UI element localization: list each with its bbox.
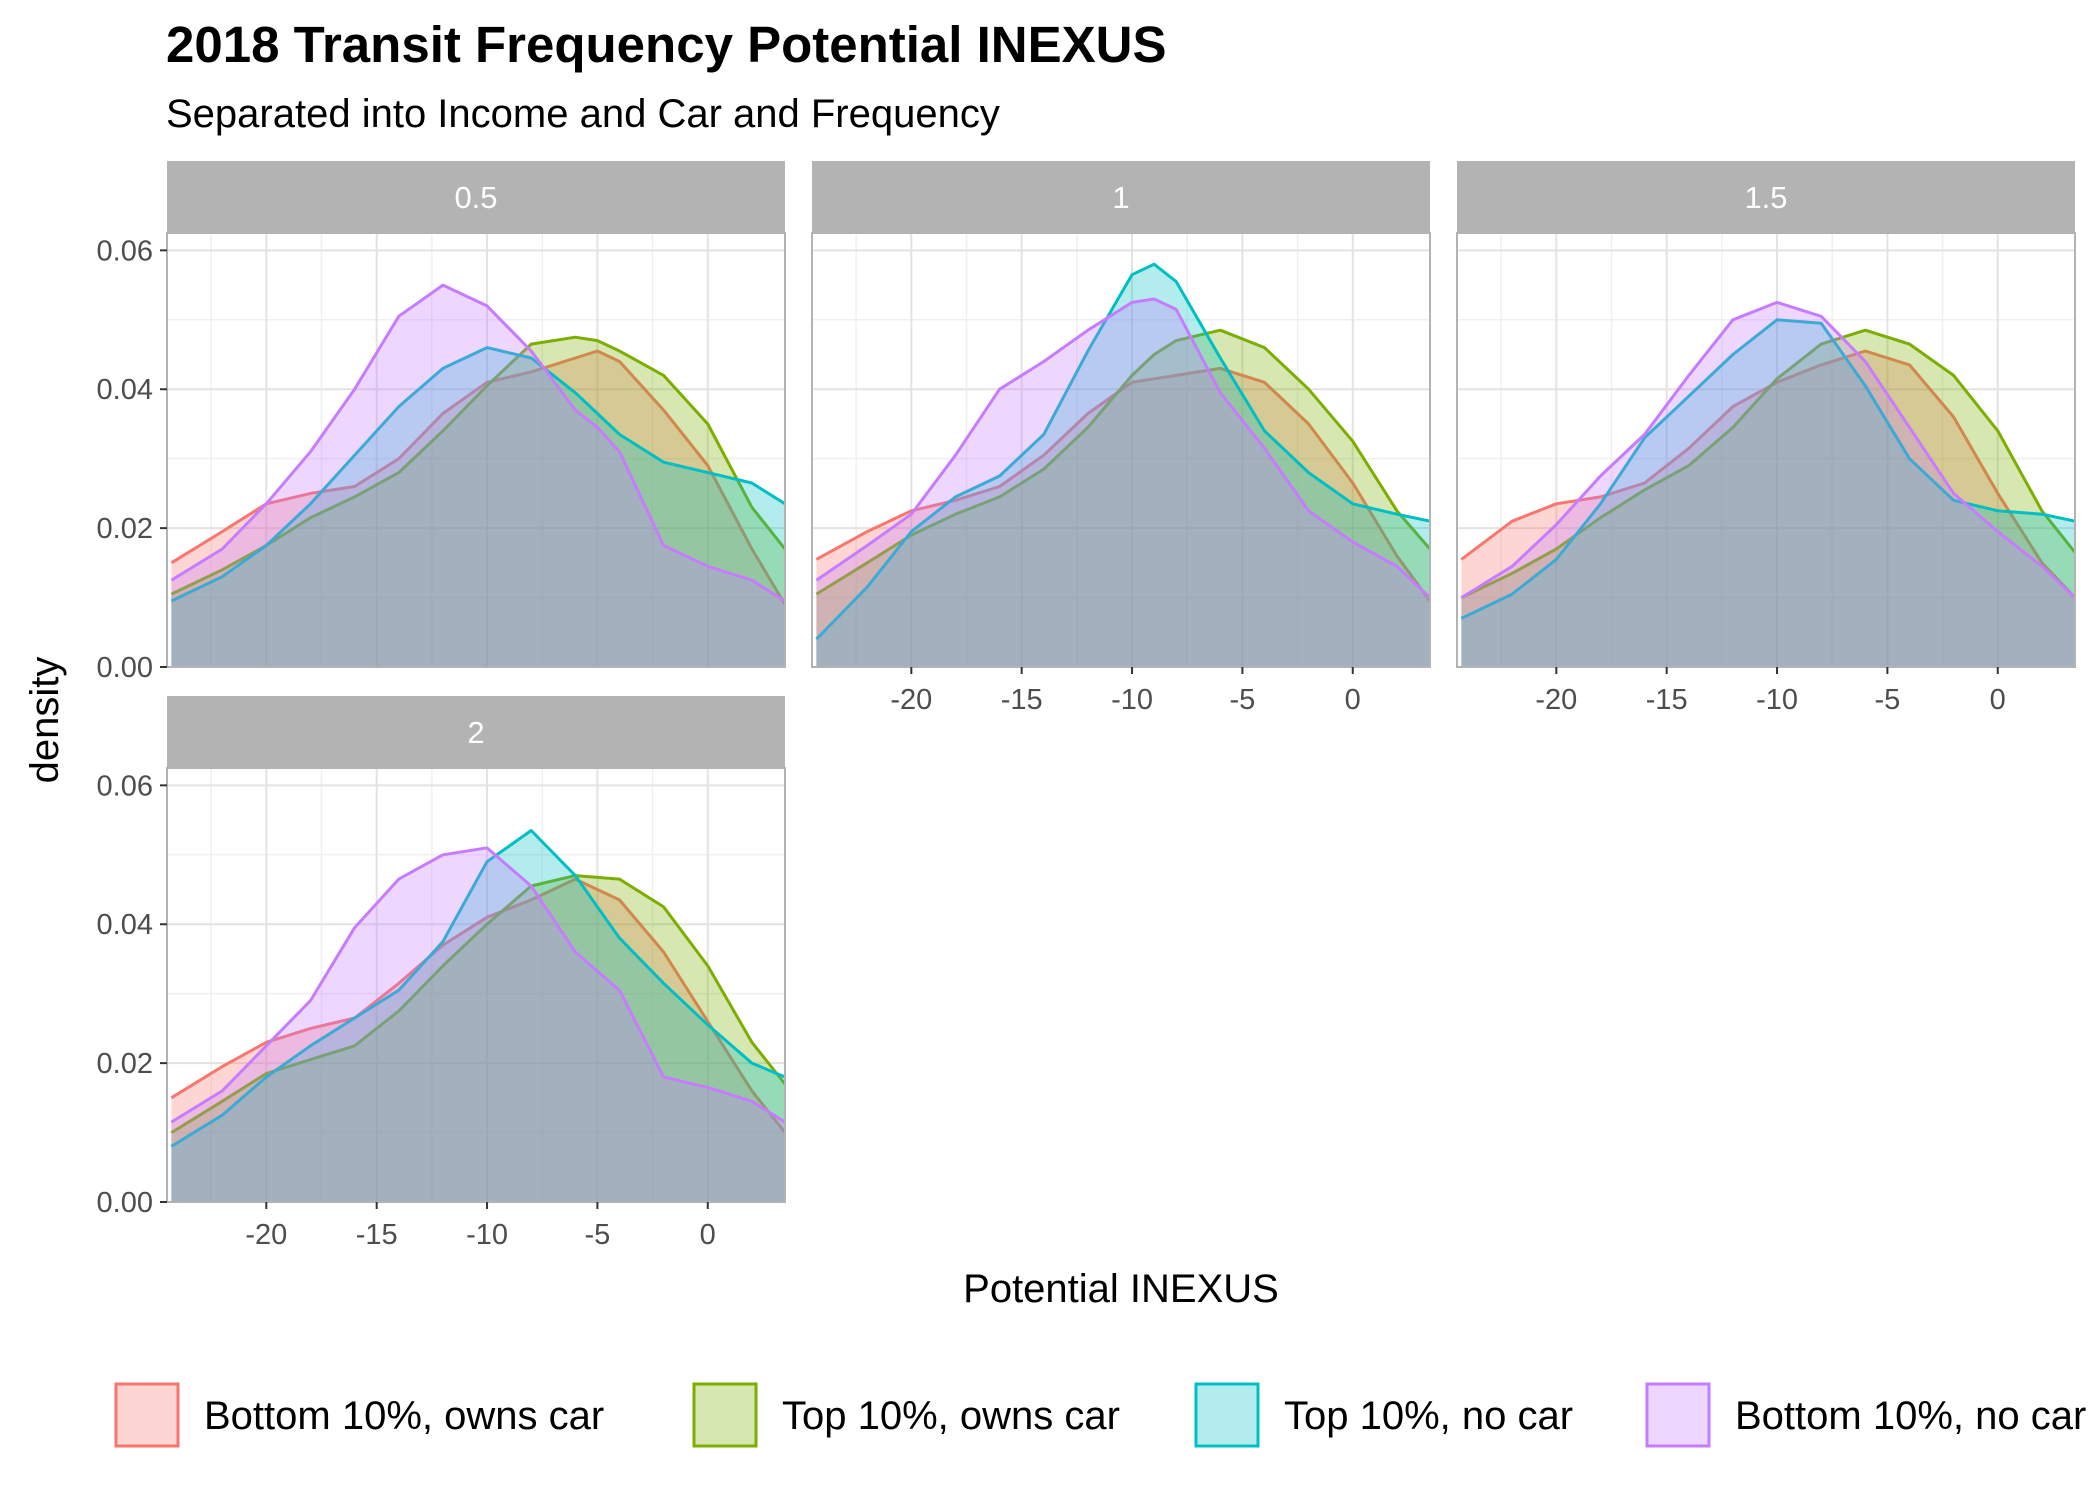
density-area-bottom-10-no-car <box>171 847 785 1202</box>
y-tick-label: 0.04 <box>97 374 153 406</box>
density-line-top-10-no-car <box>170 829 785 1148</box>
legend-item-bottom-10-no-car: Bottom 10%, no car <box>1645 1382 2086 1448</box>
y-tick-label: 0.02 <box>97 1048 153 1080</box>
y-tick-label: 0.04 <box>97 909 153 941</box>
density-area-top-10-owns-car <box>171 337 785 667</box>
x-tick-label: 0 <box>1345 684 1361 716</box>
density-series <box>170 283 785 667</box>
density-area-bottom-10-no-car <box>1461 302 2075 667</box>
density-line-bottom-10-no-car <box>815 297 1430 599</box>
density-area-bottom-10-owns-car <box>171 351 785 667</box>
facet-strip-label: 0.5 <box>454 180 497 215</box>
x-tick-label: -5 <box>1229 684 1255 716</box>
density-area-top-10-no-car <box>1461 319 2075 667</box>
gridlines <box>167 768 785 1202</box>
facet-panel-2: 2 0.00 0.02 0.04 0.06 -20 -15 -10 -5 0 <box>97 696 786 1251</box>
density-line-top-10-owns-car <box>170 874 785 1134</box>
gridlines <box>167 233 785 667</box>
density-area-top-10-owns-car <box>816 330 1430 667</box>
chart-title: 2018 Transit Frequency Potential INEXUS <box>166 16 1167 73</box>
density-line-bottom-10-owns-car <box>170 877 785 1134</box>
x-tick-label: -15 <box>1646 684 1688 716</box>
legend-label: Top 10%, no car <box>1284 1394 1573 1438</box>
density-area-bottom-10-owns-car <box>1461 351 2075 667</box>
panel-border <box>166 767 786 1203</box>
density-line-bottom-10-no-car <box>1460 300 2075 599</box>
density-line-top-10-owns-car <box>815 328 1430 596</box>
density-line-bottom-10-owns-car <box>1460 349 2075 599</box>
density-area-top-10-no-car <box>171 830 785 1202</box>
y-tick-label: 0.06 <box>97 235 153 267</box>
facet-panel-1: 1 -20 -15 -10 -5 0 <box>811 161 1431 716</box>
facet-strip <box>1457 161 2075 233</box>
panel-border <box>1456 232 2076 668</box>
legend-item-bottom-10-owns-car: Bottom 10%, owns car <box>114 1382 604 1448</box>
density-line-top-10-no-car <box>815 262 1430 641</box>
density-series <box>1460 300 2075 667</box>
facet-strip-label: 1 <box>1112 180 1129 215</box>
chart-subtitle: Separated into Income and Car and Freque… <box>166 92 1000 136</box>
density-area-bottom-10-owns-car <box>171 879 785 1202</box>
density-area-top-10-no-car <box>171 347 785 667</box>
legend-label: Bottom 10%, no car <box>1735 1394 2086 1438</box>
legend-key <box>114 1382 180 1448</box>
density-line-top-10-no-car <box>170 346 785 603</box>
facet-strip <box>167 161 785 233</box>
x-tick-label: -15 <box>1001 684 1043 716</box>
x-tick-label: -15 <box>356 1219 398 1251</box>
facet-strip-label: 2 <box>467 715 484 750</box>
facet-panels: 0.5 0.00 0.02 0.04 0.06 1 -20 -15 -10 -5 0 1.5 -20 -1… <box>97 161 2076 1251</box>
legend-key <box>1645 1382 1711 1448</box>
x-tick-label: -10 <box>466 1219 508 1251</box>
x-tick-label: 0 <box>1990 684 2006 716</box>
density-line-bottom-10-owns-car <box>170 349 785 606</box>
density-area-top-10-owns-car <box>171 875 785 1202</box>
density-line-bottom-10-no-car <box>170 283 785 603</box>
legend-label: Top 10%, owns car <box>782 1394 1120 1438</box>
legend-key <box>692 1382 758 1448</box>
x-tick-label: -20 <box>1535 684 1577 716</box>
y-tick-label: 0.02 <box>97 513 153 545</box>
y-tick-label: 0.00 <box>97 1187 153 1219</box>
density-line-top-10-owns-car <box>170 335 785 596</box>
density-series <box>815 262 1430 667</box>
x-tick-label: -20 <box>890 684 932 716</box>
x-tick-label: -5 <box>1874 684 1900 716</box>
facet-strip <box>812 161 1430 233</box>
facet-strip-label: 1.5 <box>1744 180 1787 215</box>
y-tick-label: 0.06 <box>97 770 153 802</box>
density-line-top-10-no-car <box>1460 318 2075 620</box>
density-area-bottom-10-no-car <box>171 285 785 667</box>
y-axis-label: density <box>23 657 67 784</box>
x-tick-label: -10 <box>1111 684 1153 716</box>
facet-panel-0-5: 0.5 0.00 0.02 0.04 0.06 <box>97 161 786 684</box>
legend-label: Bottom 10%, owns car <box>204 1394 604 1438</box>
panel-border <box>166 232 786 668</box>
facet-panel-1-5: 1.5 -20 -15 -10 -5 0 <box>1456 161 2076 716</box>
panel-background <box>167 768 785 1202</box>
legend-item-top-10-owns-car: Top 10%, owns car <box>692 1382 1120 1448</box>
panel-background <box>167 233 785 667</box>
x-tick-label: -20 <box>245 1219 287 1251</box>
density-area-top-10-no-car <box>816 264 1430 667</box>
x-tick-label: -10 <box>1756 684 1798 716</box>
density-line-bottom-10-owns-car <box>815 366 1430 602</box>
facet-strip <box>167 696 785 768</box>
legend-item-top-10-no-car: Top 10%, no car <box>1194 1382 1573 1448</box>
legend: Bottom 10%, owns car Top 10%, owns car Top… <box>114 1382 2086 1448</box>
y-tick-label: 0.00 <box>97 652 153 684</box>
density-series <box>170 829 785 1202</box>
density-area-top-10-owns-car <box>1461 330 2075 667</box>
density-line-bottom-10-no-car <box>170 846 785 1124</box>
legend-key <box>1194 1382 1260 1448</box>
x-axis-label: Potential INEXUS <box>963 1267 1279 1311</box>
panel-border <box>811 232 1431 668</box>
x-tick-label: 0 <box>700 1219 716 1251</box>
x-tick-label: -5 <box>584 1219 610 1251</box>
density-area-bottom-10-no-car <box>816 299 1430 667</box>
gridlines <box>812 233 1430 667</box>
